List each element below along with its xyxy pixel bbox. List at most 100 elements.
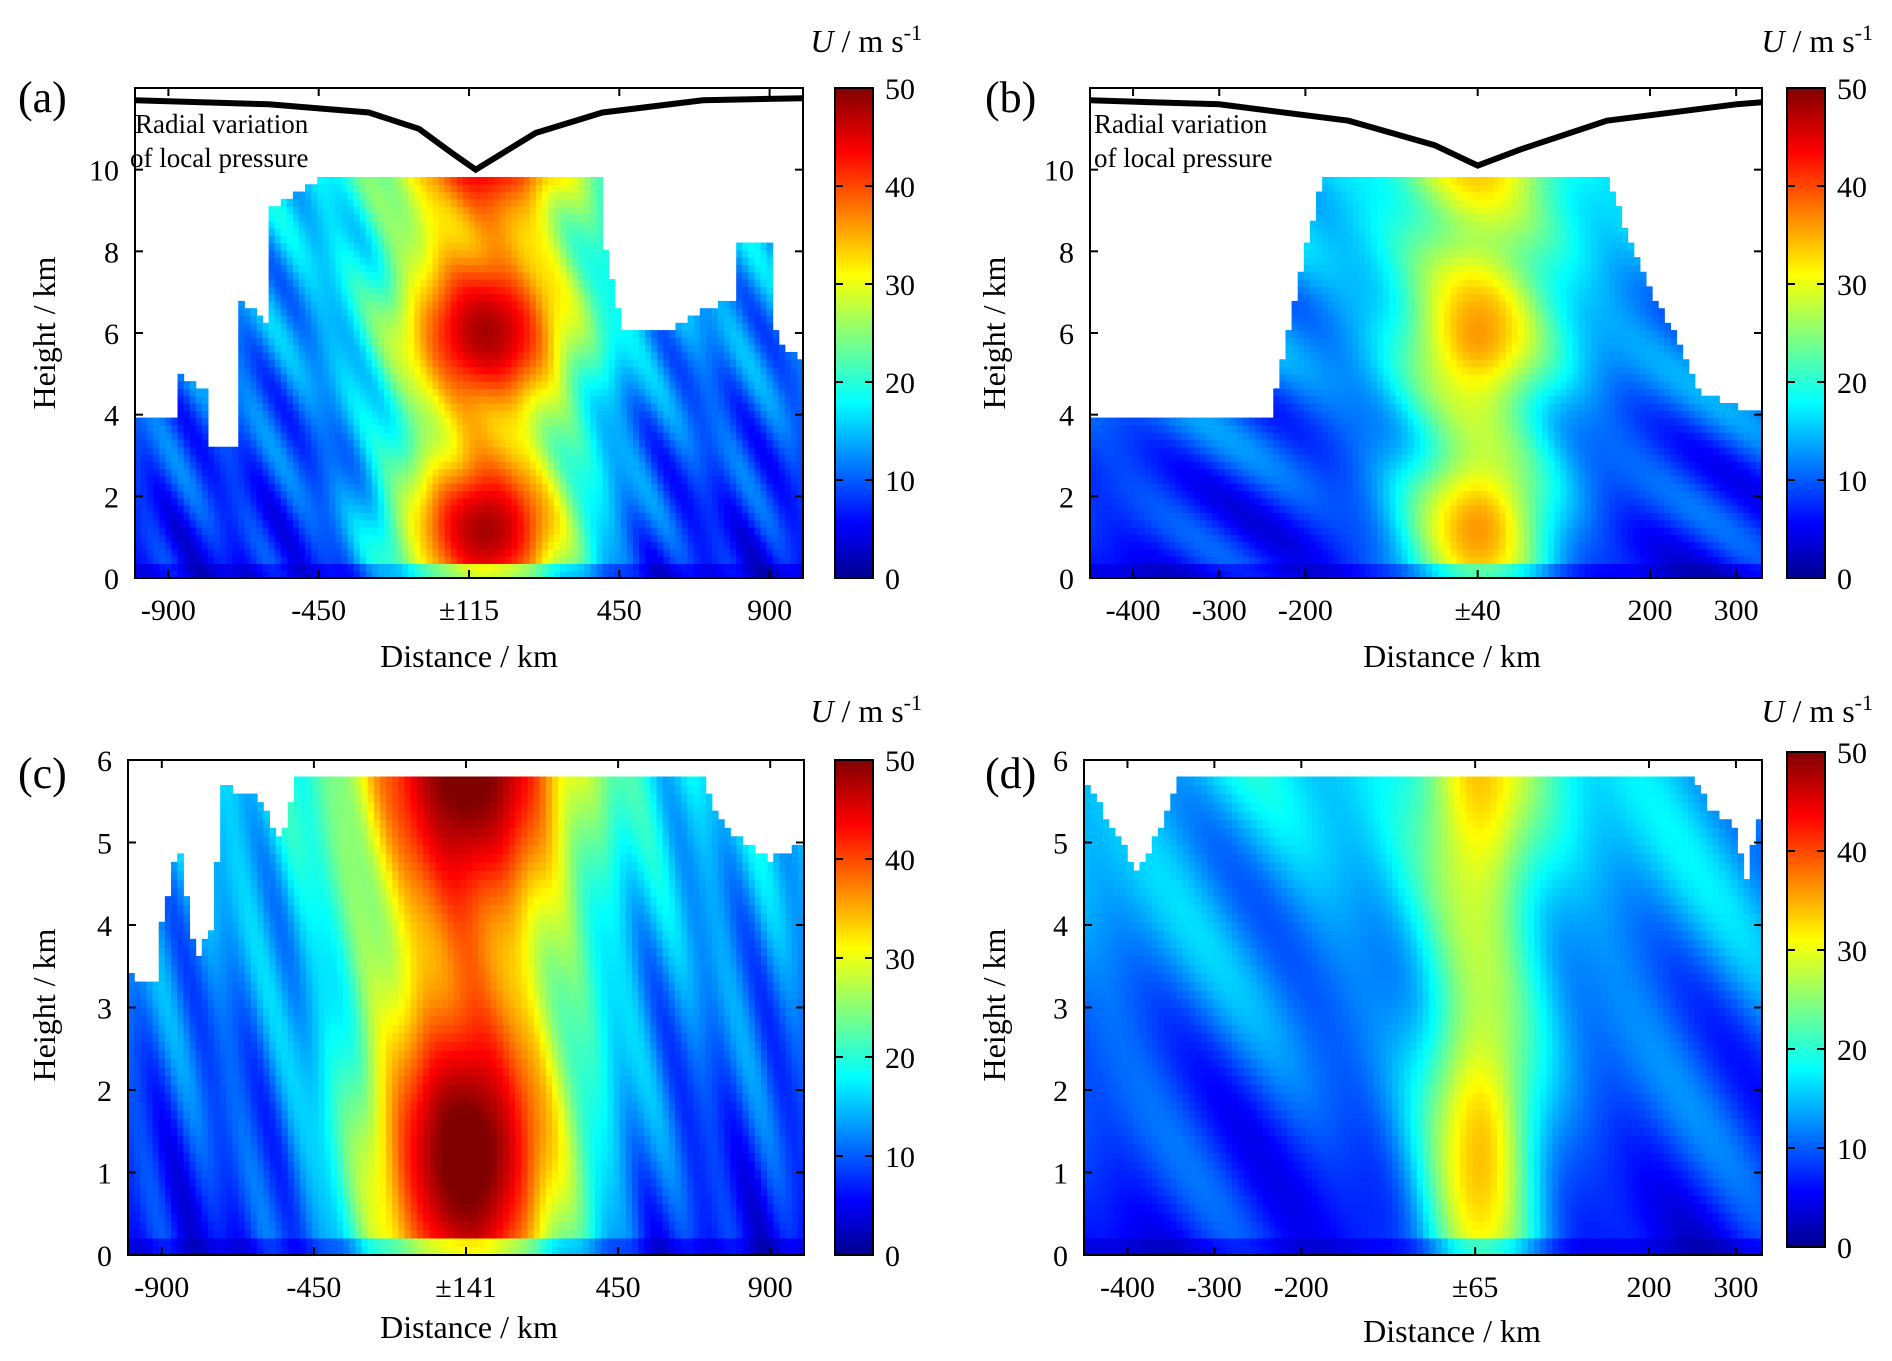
heatmap-cell	[517, 366, 525, 375]
heatmap-cell	[383, 220, 391, 229]
heatmap-cell	[432, 505, 440, 513]
heatmap-cell	[669, 410, 677, 419]
heatmap-cell	[517, 556, 525, 565]
heatmap-cell	[383, 468, 391, 477]
heatmap-cell	[396, 403, 403, 411]
heatmap-cell	[632, 541, 640, 550]
heatmap-cell	[736, 563, 743, 572]
heatmap-cell	[766, 315, 774, 324]
heatmap-cell	[329, 446, 336, 455]
heatmap-cell	[523, 570, 531, 578]
heatmap-cell	[602, 359, 610, 368]
heatmap-cell	[663, 519, 670, 528]
heatmap-cell	[687, 403, 695, 411]
heatmap-cell	[760, 388, 768, 397]
heatmap-cell	[286, 293, 294, 302]
heatmap-cell	[547, 461, 555, 470]
heatmap-cell	[396, 461, 403, 470]
heatmap-cell	[778, 454, 786, 462]
heatmap-cell	[414, 300, 422, 309]
heatmap-cell	[377, 228, 385, 236]
heatmap-cell	[274, 490, 282, 499]
heatmap-cell	[469, 410, 476, 419]
heatmap-cell	[438, 184, 446, 193]
heatmap-cell	[274, 454, 282, 462]
heatmap-cell	[390, 184, 397, 193]
heatmap-cell	[165, 432, 173, 441]
heatmap-cell	[772, 490, 780, 499]
heatmap-cell	[396, 483, 403, 492]
heatmap-cell	[341, 359, 349, 368]
heatmap-cell	[383, 279, 391, 287]
heatmap-cell	[262, 337, 270, 346]
heatmap-cell	[547, 519, 555, 528]
heatmap-cell	[651, 446, 658, 455]
heatmap-cell	[450, 432, 458, 441]
heatmap-cell	[790, 497, 798, 506]
heatmap-cell	[742, 315, 749, 324]
heatmap-cell	[462, 512, 470, 521]
heatmap-cell	[572, 351, 579, 360]
heatmap-cell	[347, 403, 355, 411]
heatmap-cell	[402, 461, 409, 470]
heatmap-cell	[475, 373, 482, 382]
heatmap-cell	[305, 432, 312, 441]
heatmap-cell	[1096, 446, 1103, 455]
heatmap-cell	[177, 373, 185, 382]
heatmap-cell	[693, 526, 701, 535]
heatmap-cell	[450, 235, 458, 244]
heatmap-cell	[687, 359, 695, 368]
heatmap-cell	[396, 490, 403, 499]
heatmap-cell	[620, 548, 628, 557]
heatmap-cell	[517, 359, 525, 368]
heatmap-cell	[469, 519, 476, 528]
heatmap-cell	[238, 300, 245, 309]
heatmap-cell	[244, 330, 251, 338]
heatmap-cell	[748, 359, 756, 368]
heatmap-cell	[390, 548, 397, 557]
heatmap-cell	[730, 490, 737, 499]
heatmap-cell	[450, 213, 458, 222]
heatmap-cell	[748, 249, 756, 258]
heatmap-cell	[584, 264, 592, 273]
heatmap-cell	[499, 454, 507, 462]
heatmap-cell	[535, 322, 543, 331]
heatmap-cell	[456, 242, 464, 251]
heatmap-cell	[711, 439, 719, 448]
heatmap-cell	[347, 461, 355, 470]
heatmap-cell	[305, 322, 312, 331]
heatmap-cell	[280, 497, 288, 506]
heatmap-cell	[177, 570, 185, 578]
heatmap-cell	[171, 512, 179, 521]
heatmap-cell	[626, 337, 634, 346]
heatmap-cell	[614, 388, 622, 397]
heatmap-cell	[529, 351, 537, 360]
heatmap-cell	[402, 483, 409, 492]
heatmap-cell	[772, 366, 780, 375]
heatmap-cell	[402, 548, 409, 557]
heatmap-cell	[523, 228, 531, 236]
heatmap-cell	[317, 359, 324, 368]
heatmap-cell	[383, 446, 391, 455]
heatmap-cell	[329, 228, 336, 236]
heatmap-cell	[456, 519, 464, 528]
heatmap-cell	[426, 468, 434, 477]
heatmap-cell	[286, 512, 294, 521]
heatmap-cell	[244, 315, 251, 324]
heatmap-cell	[414, 308, 422, 317]
heatmap-cell	[724, 439, 731, 448]
heatmap-cell	[420, 381, 428, 390]
heatmap-cell	[414, 395, 422, 404]
heatmap-cell	[687, 417, 695, 426]
heatmap-cell	[183, 403, 191, 411]
heatmap-cell	[462, 454, 470, 462]
heatmap-cell	[256, 534, 264, 543]
heatmap-cell	[456, 351, 464, 360]
heatmap-cell	[420, 220, 428, 229]
heatmap-cell	[487, 235, 494, 244]
heatmap-cell	[341, 432, 349, 441]
heatmap-cell	[359, 176, 367, 185]
heatmap-cell	[365, 220, 373, 229]
heatmap-cell	[778, 381, 786, 390]
heatmap-cell	[760, 242, 768, 251]
